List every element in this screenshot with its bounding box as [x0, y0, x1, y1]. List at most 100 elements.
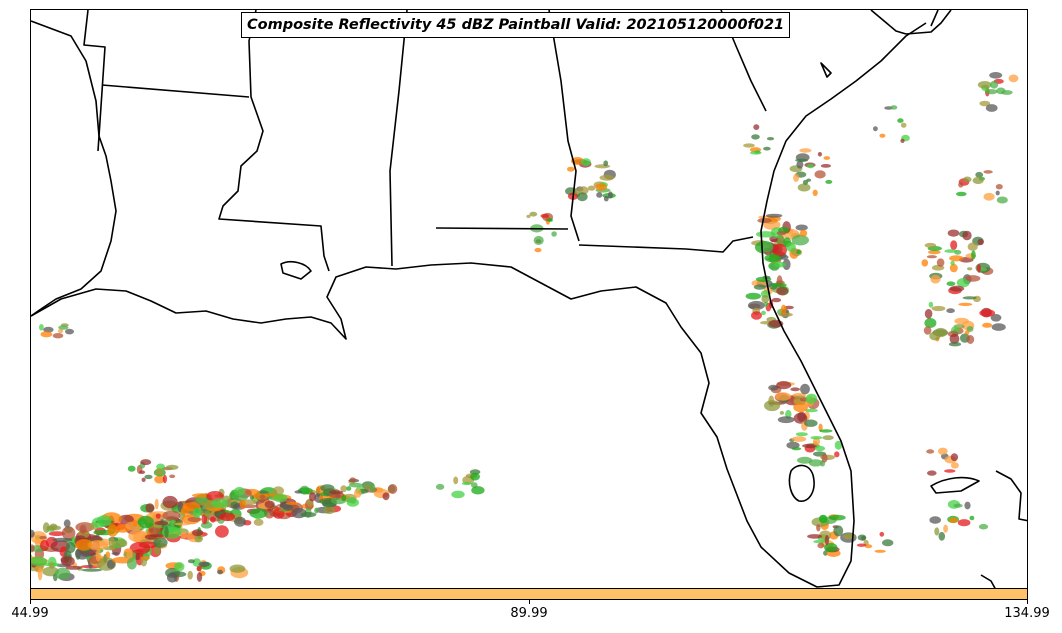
reflectivity-blob [882, 539, 894, 547]
reflectivity-blob [65, 328, 74, 335]
reflectivity-blob [778, 312, 793, 317]
reflectivity-blob [966, 335, 975, 344]
reflectivity-blob [127, 465, 136, 472]
reflectivity-blob [526, 214, 531, 219]
reflectivity-blob [793, 173, 800, 182]
reflectivity-blob [823, 550, 828, 556]
reflectivity-blob [229, 564, 246, 573]
reflectivity-blob [890, 105, 898, 110]
reflectivity-blob [802, 443, 818, 448]
state-border [101, 84, 250, 98]
reflectivity-blob [879, 531, 885, 537]
reflectivity-blob [534, 247, 542, 253]
reflectivity-blob [596, 192, 603, 198]
reflectivity-blob [363, 484, 372, 490]
reflectivity-blob [57, 329, 64, 334]
reflectivity-blob [805, 393, 818, 404]
reflectivity-blob [154, 475, 166, 484]
reflectivity-blob [921, 259, 929, 267]
reflectivity-blob [576, 192, 588, 202]
reflectivity-blob [956, 191, 967, 197]
reflectivity-blob [61, 556, 75, 567]
reflectivity-blob [165, 464, 179, 470]
reflectivity-blob [804, 419, 818, 427]
reflectivity-blob [340, 485, 348, 493]
reflectivity-blob [354, 488, 362, 498]
state-border [548, 10, 580, 242]
reflectivity-blob [140, 556, 151, 560]
reflectivity-blob [780, 304, 787, 315]
reflectivity-blob [272, 486, 284, 496]
reflectivity-blob [953, 503, 963, 508]
reflectivity-blob [79, 524, 87, 534]
reflectivity-blob [963, 176, 972, 183]
reflectivity-blob [772, 243, 787, 257]
reflectivity-blob [965, 275, 981, 282]
reflectivity-blob [174, 522, 191, 526]
reflectivity-blob [259, 494, 266, 500]
reflectivity-blob [934, 527, 940, 536]
reflectivity-blob [810, 436, 823, 440]
reflectivity-blob [964, 501, 971, 510]
reflectivity-blob [162, 474, 167, 484]
coastline [280, 261, 312, 280]
reflectivity-blob [546, 218, 553, 222]
reflectivity-blob [834, 451, 840, 458]
reflectivity-blob [603, 195, 609, 202]
reflectivity-blob [946, 308, 955, 314]
reflectivity-blob [957, 519, 971, 527]
coastline [31, 20, 117, 317]
reflectivity-blob [755, 231, 776, 238]
reflectivity-blob [192, 529, 204, 537]
reflectivity-blob [253, 518, 264, 526]
reflectivity-blob [966, 326, 974, 332]
reflectivity-blob [797, 456, 813, 464]
reflectivity-blob [96, 515, 112, 527]
reflectivity-blob [141, 477, 146, 482]
reflectivity-blob [812, 437, 821, 446]
reflectivity-blob [300, 511, 317, 518]
reflectivity-blob [950, 462, 959, 469]
colorbar-label-min: 44.99 [11, 606, 49, 621]
reflectivity-blob [49, 561, 55, 569]
reflectivity-blob [977, 264, 981, 273]
reflectivity-blob [943, 524, 948, 533]
reflectivity-blob [924, 242, 937, 248]
reflectivity-blob [105, 551, 111, 559]
reflectivity-blob [215, 525, 229, 538]
reflectivity-blob [764, 400, 781, 412]
reflectivity-blob [31, 529, 35, 538]
lake-okeechobee [788, 464, 815, 502]
reflectivity-blob [949, 263, 958, 273]
reflectivity-blob [900, 122, 907, 128]
reflectivity-blob [753, 284, 766, 290]
reflectivity-blob [39, 324, 44, 331]
reflectivity-blob [31, 556, 48, 566]
reflectivity-blob [978, 523, 989, 530]
reflectivity-blob [927, 470, 937, 476]
coastline [820, 62, 832, 78]
state-border [435, 227, 569, 230]
reflectivity-blob [795, 158, 809, 162]
reflectivity-blob [828, 514, 846, 521]
reflectivity-blob [65, 542, 76, 553]
reflectivity-blob [924, 318, 937, 328]
reflectivity-blob [106, 559, 116, 569]
reflectivity-blob [796, 160, 804, 169]
reflectivity-blob [107, 524, 118, 537]
reflectivity-blob [796, 249, 801, 255]
reflectivity-blob [812, 189, 818, 196]
reflectivity-blob [155, 468, 164, 476]
reflectivity-blob [949, 517, 958, 524]
state-border [83, 10, 106, 152]
reflectivity-blob [950, 260, 955, 266]
reflectivity-blob [126, 557, 137, 570]
reflectivity-blob [805, 408, 818, 413]
reflectivity-blob [273, 493, 288, 503]
state-border [578, 236, 754, 253]
reflectivity-blob [962, 230, 972, 241]
reflectivity-blob [983, 170, 993, 174]
reflectivity-blob [162, 495, 178, 509]
reflectivity-blob [46, 525, 62, 531]
reflectivity-blob [174, 562, 185, 572]
